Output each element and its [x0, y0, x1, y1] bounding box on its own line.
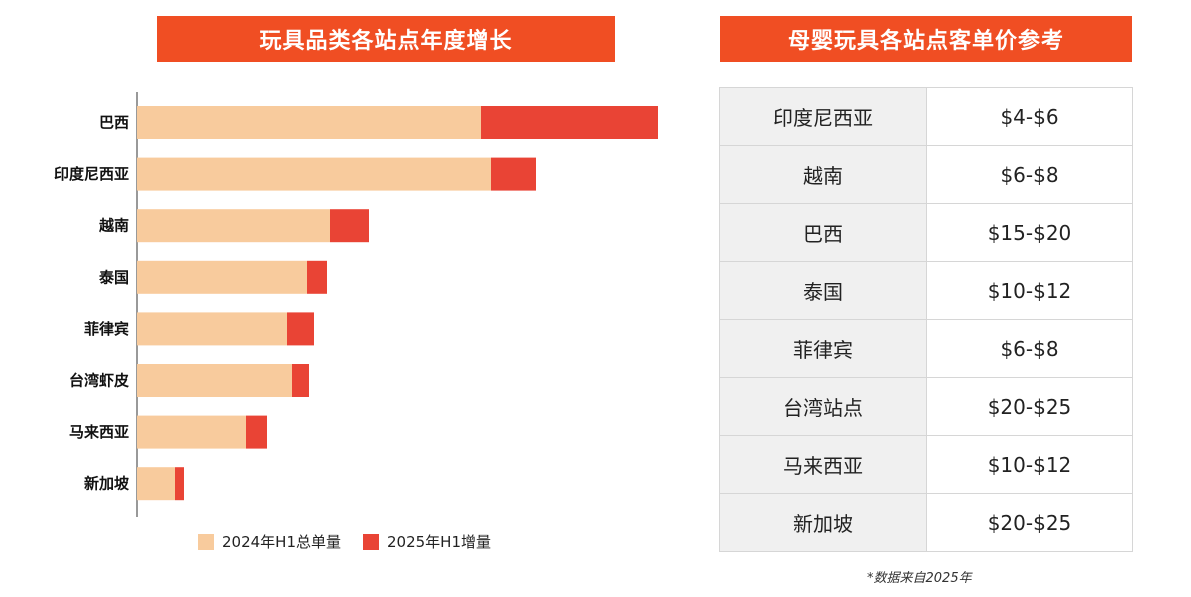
legend-item-base: 2024年H1总单量 [198, 531, 341, 552]
price-cell: $6-$8 [926, 145, 1133, 204]
bar-base-2024 [137, 260, 307, 294]
footnote: *数据来自2025年 [867, 571, 972, 586]
category-label: 新加坡 [84, 475, 129, 493]
price-cell: $10-$12 [926, 261, 1133, 320]
price-row: 菲律宾 $6-$8 [719, 319, 1133, 378]
price-cell: $10-$12 [926, 435, 1133, 494]
bar-base-2024 [137, 106, 481, 139]
bar-base-2024 [137, 312, 287, 346]
price-cell: $20-$25 [926, 377, 1133, 436]
price-row: 越南 $6-$8 [719, 145, 1133, 204]
bar-increment-2025 [491, 157, 536, 191]
price-table: 印度尼西亚 $4-$6 越南 $6-$8 巴西 $15-$20 泰国 $10-$12 菲律宾 $6… [719, 87, 1133, 552]
price-row: 泰国 $10-$12 [719, 261, 1133, 320]
legend-swatch-base [198, 533, 214, 550]
site-cell: 越南 [719, 145, 927, 204]
price-row: 新加坡 $20-$25 [719, 493, 1133, 552]
category-label: 越南 [98, 217, 129, 235]
bar-base-2024 [137, 467, 175, 501]
bar-increment-2025 [246, 415, 267, 449]
table-title-banner: 母婴玩具各站点客单价参考 [720, 16, 1132, 62]
price-cell: $20-$25 [926, 493, 1133, 552]
price-cell: $6-$8 [926, 319, 1133, 378]
bar-increment-2025 [481, 106, 658, 139]
bar-base-2024 [137, 364, 292, 397]
site-cell: 新加坡 [719, 493, 927, 552]
price-cell: $15-$20 [926, 203, 1133, 262]
legend-swatch-increment [363, 533, 379, 550]
category-label: 印度尼西亚 [54, 165, 129, 183]
legend-label-base: 2024年H1总单量 [222, 533, 341, 551]
bar-increment-2025 [175, 467, 184, 501]
chart-legend: 2024年H1总单量 2025年H1增量 [198, 531, 513, 552]
legend-item-increment: 2025年H1增量 [363, 531, 491, 552]
site-cell: 马来西亚 [719, 435, 927, 494]
legend-label-increment: 2025年H1增量 [387, 533, 491, 551]
site-cell: 巴西 [719, 203, 927, 262]
bar-increment-2025 [330, 209, 369, 243]
price-cell: $4-$6 [926, 87, 1133, 146]
price-row: 台湾站点 $20-$25 [719, 377, 1133, 436]
bar-increment-2025 [292, 364, 309, 397]
bar-increment-2025 [307, 260, 327, 294]
site-cell: 菲律宾 [719, 319, 927, 378]
bar-base-2024 [137, 157, 491, 191]
site-cell: 台湾站点 [719, 377, 927, 436]
bar-increment-2025 [287, 312, 314, 346]
site-cell: 印度尼西亚 [719, 87, 927, 146]
category-label: 马来西亚 [69, 423, 129, 441]
price-row: 马来西亚 $10-$12 [719, 435, 1133, 494]
chart-title-banner: 玩具品类各站点年度增长 [157, 16, 615, 62]
category-label: 巴西 [99, 114, 129, 132]
price-row: 巴西 $15-$20 [719, 203, 1133, 262]
price-table-body: 印度尼西亚 $4-$6 越南 $6-$8 巴西 $15-$20 泰国 $10-$12 菲律宾 $6… [719, 87, 1133, 552]
category-label: 菲律宾 [84, 320, 129, 338]
bar-base-2024 [137, 415, 246, 449]
bar-base-2024 [137, 209, 330, 243]
site-cell: 泰国 [719, 261, 927, 320]
category-label: 泰国 [98, 268, 129, 286]
category-label: 台湾虾皮 [69, 372, 129, 390]
price-row: 印度尼西亚 $4-$6 [719, 87, 1133, 146]
